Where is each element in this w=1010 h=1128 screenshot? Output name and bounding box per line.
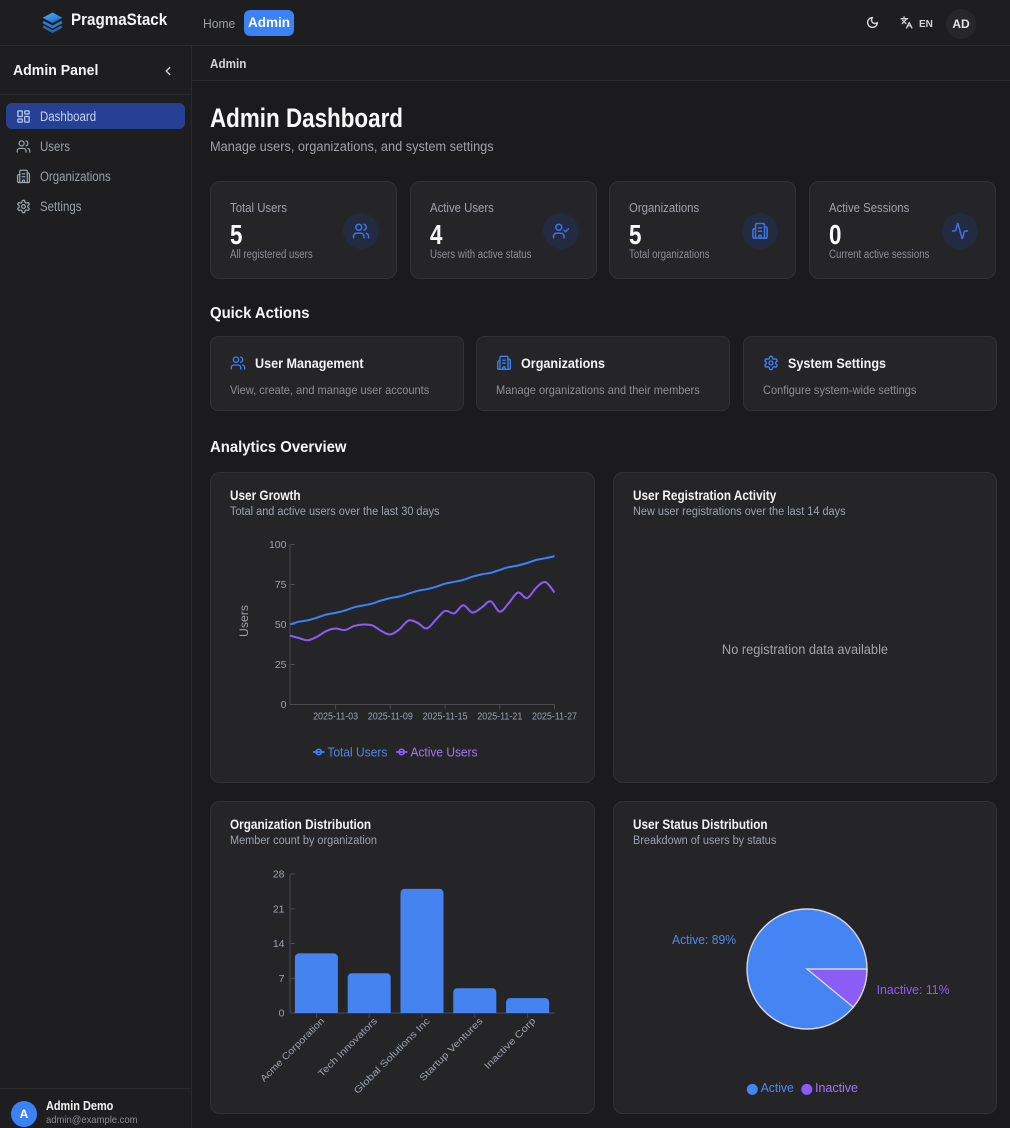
svg-text:2025-11-09: 2025-11-09 [368,712,413,723]
svg-text:14: 14 [273,938,285,950]
svg-text:100: 100 [269,539,287,551]
svg-text:Acme Corporation: Acme Corporation [258,1016,327,1085]
svg-text:Active: Active [761,1081,794,1095]
svg-text:0: 0 [279,1008,285,1020]
svg-text:28: 28 [273,869,285,881]
svg-text:75: 75 [275,579,287,591]
svg-text:25: 25 [275,659,287,671]
svg-text:Active Users: Active Users [411,746,478,760]
svg-text:0: 0 [281,699,287,711]
svg-text:Inactive: 11%: Inactive: 11% [877,982,950,997]
svg-text:Users: Users [239,605,251,637]
svg-text:2025-11-03: 2025-11-03 [313,712,358,723]
svg-text:Inactive: Inactive [815,1081,858,1095]
svg-text:2025-11-15: 2025-11-15 [423,712,468,723]
svg-text:Inactive Corp: Inactive Corp [482,1016,538,1072]
svg-text:Total Users: Total Users [327,746,387,760]
svg-text:50: 50 [275,619,287,631]
svg-text:21: 21 [273,903,285,915]
svg-text:Active: 89%: Active: 89% [672,932,736,947]
svg-text:2025-11-27: 2025-11-27 [532,712,577,723]
svg-text:7: 7 [279,973,285,985]
svg-text:2025-11-21: 2025-11-21 [477,712,522,723]
